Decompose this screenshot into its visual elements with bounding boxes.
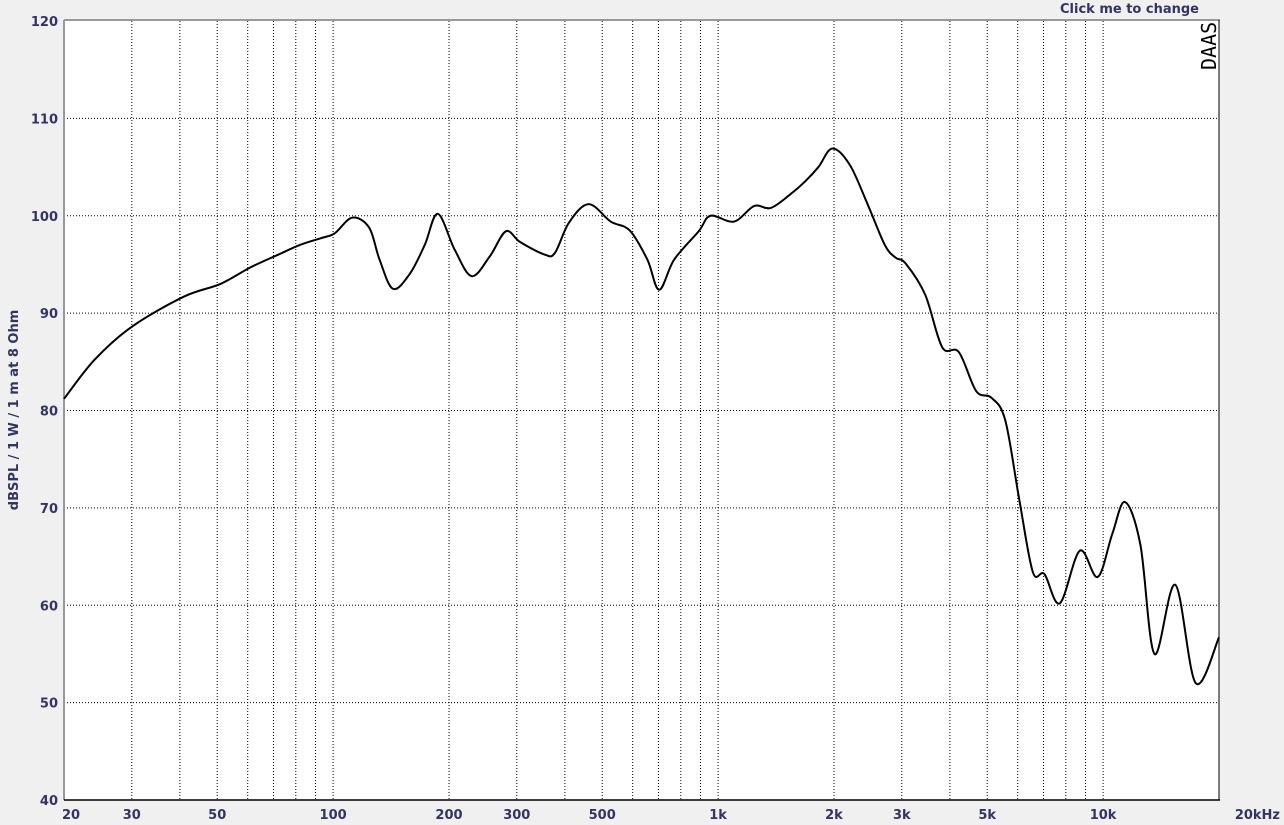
y-tick-label: 40 [40, 794, 58, 809]
x-tick-label: 300 [503, 808, 530, 823]
x-tick-label: 5k [978, 808, 996, 823]
x-tick-label: 20 [62, 808, 80, 823]
y-tick-label: 80 [40, 405, 58, 420]
x-tick-label: 200 [435, 808, 462, 823]
x-tick-label: 10k [1090, 808, 1117, 823]
y-tick-label: 110 [31, 112, 58, 127]
change-button[interactable]: Click me to change [1060, 2, 1200, 17]
series-line [63, 147, 1220, 686]
x-tick-label: 500 [589, 808, 616, 823]
watermark-daas: DAAS [1197, 22, 1221, 70]
x-tick-label: 1k [709, 808, 727, 823]
x-tick-label: 20kHz [1235, 808, 1280, 823]
y-tick-label: 70 [40, 502, 58, 517]
x-tick-label: 30 [123, 808, 141, 823]
y-axis-label: dBSPL / 1 W / 1 m at 8 Ohm [7, 310, 22, 510]
x-tick-label: 100 [320, 808, 347, 823]
y-tick-label: 50 [40, 697, 58, 712]
x-tick-label: 3k [893, 808, 911, 823]
y-tick-label: 120 [31, 15, 58, 30]
y-tick-label: 60 [40, 599, 58, 614]
x-tick-label: 50 [208, 808, 226, 823]
y-tick-label: 90 [40, 307, 58, 322]
x-tick-label: 2k [825, 808, 843, 823]
y-tick-label: 100 [31, 210, 58, 225]
